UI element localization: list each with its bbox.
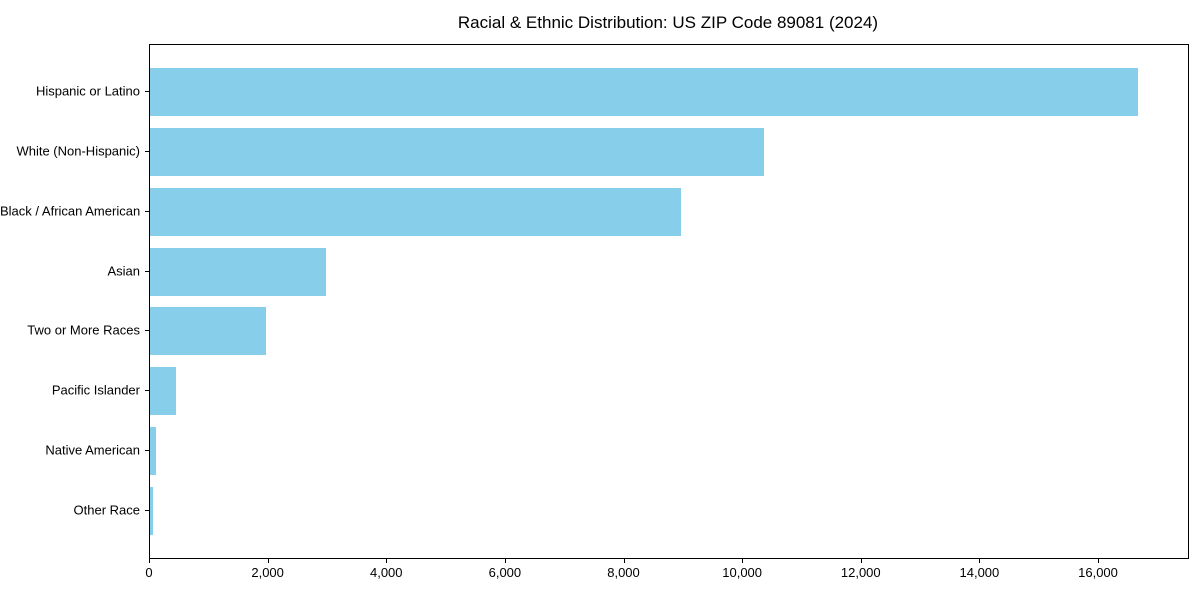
x-tick-label: 6,000: [488, 565, 522, 580]
y-tick-label: Asian: [107, 263, 140, 279]
plot-area: [149, 44, 1189, 559]
y-tick-mark: [145, 91, 149, 93]
x-tick-mark: [504, 559, 506, 563]
y-tick-mark: [145, 449, 149, 451]
bar: [150, 247, 327, 296]
y-tick-mark: [145, 509, 149, 511]
x-tick-label: 0: [145, 565, 153, 580]
x-tick-mark: [623, 559, 625, 563]
y-tick-label: Hispanic or Latino: [35, 83, 140, 99]
x-tick-mark: [1098, 559, 1100, 563]
y-tick-label: Native American: [45, 442, 140, 458]
bar: [150, 128, 764, 176]
x-tick-label: 12,000: [840, 565, 881, 580]
y-tick-mark: [145, 151, 149, 153]
chart-title: Racial & Ethnic Distribution: US ZIP Cod…: [457, 13, 879, 32]
y-tick-label: Black / African American: [0, 203, 141, 219]
y-tick-mark: [145, 270, 149, 272]
y-tick-label: White (Non-Hispanic): [16, 143, 140, 159]
bar: [150, 68, 1138, 117]
x-tick-label: 10,000: [722, 565, 763, 580]
x-tick-label: 16,000: [1078, 565, 1118, 580]
x-tick-mark: [860, 559, 862, 563]
y-tick-label: Pacific Islander: [51, 382, 140, 398]
x-tick-mark: [979, 559, 981, 563]
bar: [150, 486, 153, 535]
x-tick-mark: [742, 559, 744, 563]
x-tick-label: 8,000: [607, 565, 640, 580]
y-tick-mark: [145, 330, 149, 332]
x-tick-label: 4,000: [369, 565, 403, 580]
x-tick-mark: [386, 559, 388, 563]
bar: [150, 367, 177, 416]
y-tick-mark: [145, 390, 149, 392]
y-tick-label: Other Race: [73, 502, 140, 518]
bar: [150, 427, 157, 475]
y-tick-label: Two or More Races: [27, 322, 140, 338]
x-tick-mark: [149, 559, 150, 563]
bars-group: [150, 45, 1188, 558]
bar: [150, 187, 681, 236]
y-tick-mark: [145, 210, 149, 212]
bar: [150, 307, 266, 356]
x-tick-label: 14,000: [959, 565, 1000, 580]
x-tick-mark: [267, 559, 269, 563]
x-tick-label: 2,000: [251, 565, 284, 580]
